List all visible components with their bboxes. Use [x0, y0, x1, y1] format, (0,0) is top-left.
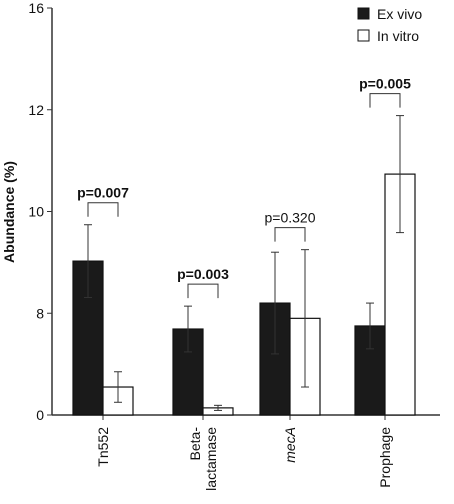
bracket	[369, 93, 401, 108]
x-tick-label: Tn552	[95, 427, 111, 467]
annotation: p=0.005	[359, 76, 411, 92]
error-bar	[271, 251, 279, 355]
error-bar	[114, 371, 122, 403]
x-tick-label: mecA	[282, 427, 298, 463]
y-axis-label: Abundance (%)	[1, 161, 17, 263]
y-tick-label: 16	[28, 0, 44, 16]
annotation: p=0.003	[177, 266, 229, 282]
legend-swatch	[357, 29, 370, 42]
y-tick-label: 12	[28, 102, 44, 118]
y-tick-label: 10	[28, 204, 44, 220]
legend-label: In vitro	[377, 28, 419, 44]
bracket	[274, 227, 306, 242]
annotation: p=0.007	[77, 185, 129, 201]
x-tick-label: Beta-lactamase	[187, 427, 219, 491]
y-tick-label: 0	[36, 407, 44, 423]
error-bar	[396, 115, 404, 234]
error-bar	[184, 305, 192, 353]
y-tick-label: 8	[36, 305, 44, 321]
annotation: p=0.320	[265, 210, 316, 226]
bracket	[187, 283, 219, 299]
error-bar	[366, 302, 374, 350]
error-bar	[214, 404, 222, 411]
bracket	[87, 202, 119, 217]
x-tick-label: Prophage	[377, 427, 393, 488]
legend-label: Ex vivo	[377, 6, 422, 22]
error-bar	[84, 224, 92, 298]
legend-swatch	[357, 7, 370, 20]
error-bar	[301, 249, 309, 388]
